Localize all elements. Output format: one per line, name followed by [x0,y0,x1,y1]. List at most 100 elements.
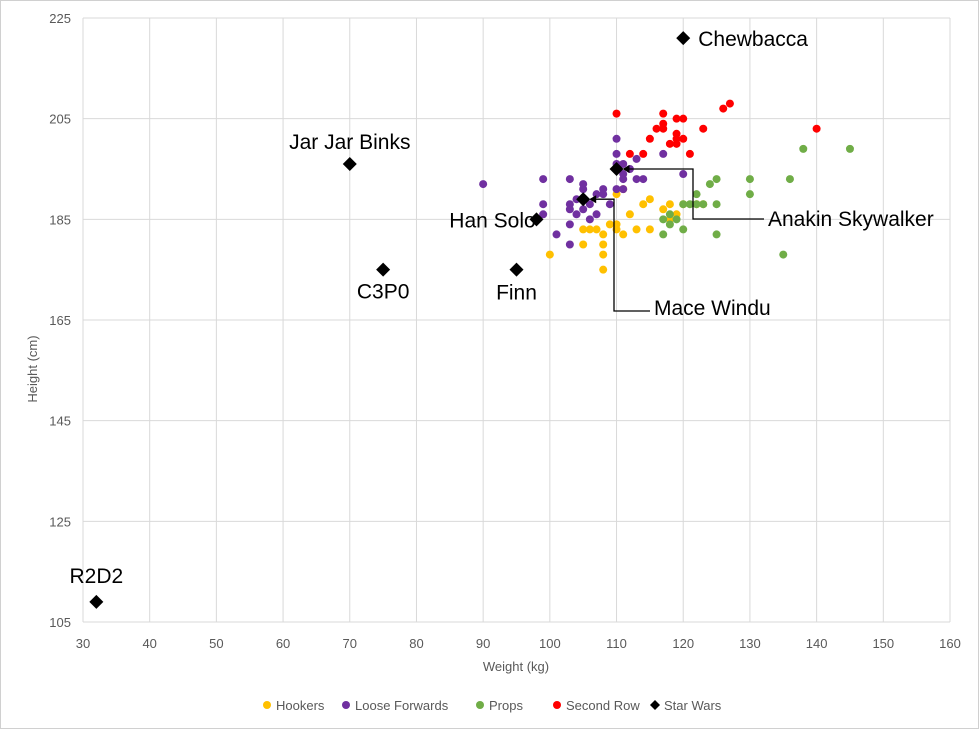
data-point [665,220,674,229]
data-point [612,185,621,194]
y-tick-label: 145 [49,414,71,429]
x-tick-label: 140 [806,636,828,651]
data-point [552,230,561,239]
y-tick-label: 205 [49,112,71,127]
data-point [812,124,821,133]
data-point [659,109,668,118]
data-point [645,225,654,234]
legend: Hookers Loose Forwards Props Second Row Star… [263,698,722,713]
x-tick-label: 50 [209,636,223,651]
data-point [679,134,688,143]
data-point [679,114,688,123]
x-tick-label: 100 [539,636,561,651]
data-point [665,139,674,148]
data-point [639,175,648,184]
data-point [619,159,628,168]
star-wars-marker [529,212,544,227]
data-point [679,170,688,179]
point-label: R2D2 [69,565,123,588]
data-point [659,230,668,239]
data-point [652,124,661,133]
y-tick-label: 105 [49,615,71,630]
x-tick-label: 160 [939,636,961,651]
data-point [599,265,608,274]
data-point [692,190,701,199]
data-point [579,205,588,214]
data-point [659,149,668,158]
point-label: Anakin Skywalker [768,208,934,231]
x-tick-label: 120 [672,636,694,651]
star-wars-marker [509,262,524,277]
data-point [672,114,681,123]
data-point [685,200,694,209]
data-point [565,240,574,249]
data-point [845,144,854,153]
data-point [585,215,594,224]
point-labels: R2D2 Jar Jar Binks C3P0 Finn Han Solo Mace Wi… [69,28,933,588]
data-point [685,149,694,158]
data-point [665,210,674,219]
callout-anakin [624,168,764,220]
data-point [712,200,721,209]
data-point [639,200,648,209]
legend-marker [342,701,350,709]
y-axis-title: Height (cm) [25,335,40,402]
data-point [585,200,594,209]
data-point [659,205,668,214]
x-tick-label: 30 [76,636,90,651]
point-label: C3P0 [357,281,410,304]
data-point [632,175,641,184]
data-point [605,200,614,209]
legend-marker [476,701,484,709]
data-point [539,200,548,209]
legend-label: Props [489,698,523,713]
data-point [712,230,721,239]
data-point [699,200,708,209]
x-tick-label: 70 [343,636,357,651]
data-point [745,175,754,184]
legend-marker [553,701,561,709]
data-point [645,134,654,143]
data-point [579,240,588,249]
data-point [605,220,614,229]
data-point [679,200,688,209]
data-point [725,99,734,108]
data-point [672,129,681,138]
star-wars-marker [609,162,624,176]
star-wars-marker [676,31,691,46]
legend-marker [263,701,271,709]
x-tick-label: 40 [142,636,156,651]
legend-marker [650,700,660,710]
data-point [612,149,621,158]
y-tick-label: 125 [49,514,71,529]
data-point [592,210,601,219]
data-point [585,225,594,234]
callout-mace-windu [591,198,650,312]
data-point [679,225,688,234]
data-point [639,149,648,158]
data-point [612,134,621,143]
point-label: Chewbacca [698,28,808,51]
legend-label: Second Row [566,698,640,713]
data-point [625,149,634,158]
data-point [599,240,608,249]
data-point [565,220,574,229]
data-point [665,200,674,209]
data-point [645,195,654,204]
x-tick-label: 110 [606,636,627,651]
x-tick-label: 130 [739,636,761,651]
data-point [599,185,608,194]
data-point [619,170,628,179]
data-point [799,144,808,153]
data-point [579,225,588,234]
x-tick-label: 80 [409,636,423,651]
data-point [672,215,681,224]
data-point [785,175,794,184]
data-point [479,180,488,189]
point-label: Jar Jar Binks [289,131,410,154]
y-axis-ticks: 105 125 145 165 185 205 225 [49,11,71,630]
x-tick-label: 60 [276,636,290,651]
data-point [712,175,721,184]
data-point [699,124,708,133]
